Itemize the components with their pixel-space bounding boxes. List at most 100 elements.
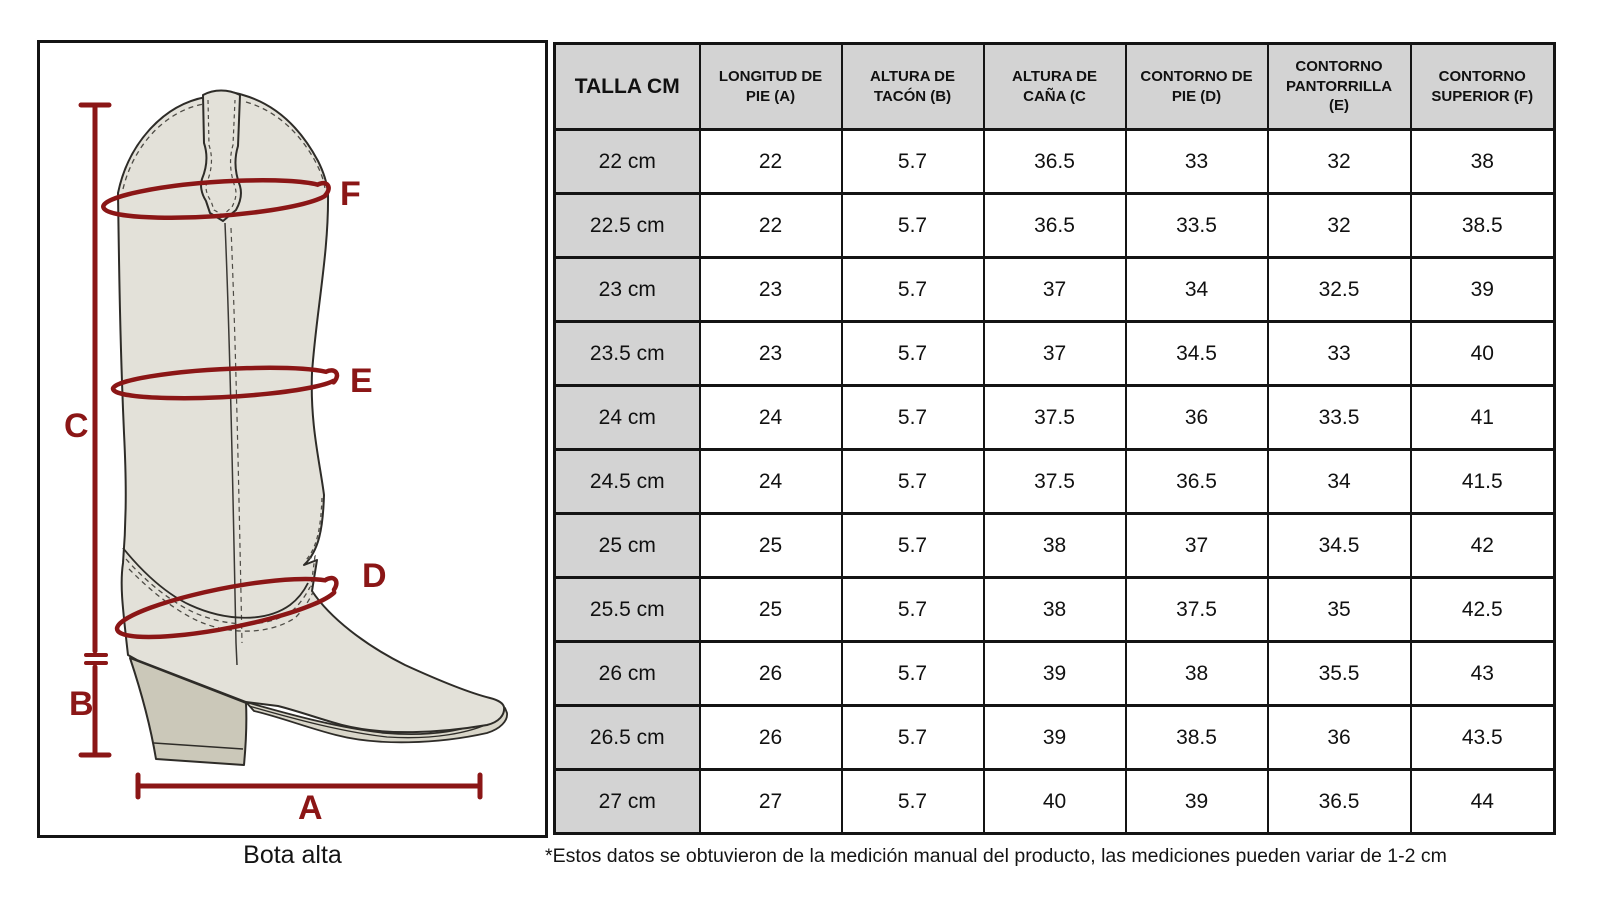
measure-cell: 32.5 — [1266, 256, 1412, 323]
size-cell: 24 cm — [553, 384, 701, 451]
header-contorno-superior: CONTORNO SUPERIOR (F) — [1409, 42, 1556, 131]
size-cell: 27 cm — [553, 768, 701, 835]
measure-cell: 39 — [982, 704, 1127, 771]
size-cell: 26 cm — [553, 640, 701, 707]
measure-cell: 5.7 — [840, 704, 985, 771]
measure-cell: 41.5 — [1409, 448, 1556, 515]
measure-label-c: C — [64, 407, 89, 445]
measure-cell: 22 — [698, 192, 843, 259]
measure-cell: 32 — [1266, 192, 1412, 259]
measure-cell: 35 — [1266, 576, 1412, 643]
measure-cell: 26 — [698, 704, 843, 771]
measure-cell: 39 — [1124, 768, 1269, 835]
girth-ellipse-e — [110, 365, 340, 401]
measure-label-a: A — [298, 789, 323, 827]
measure-cell: 38 — [1124, 640, 1269, 707]
measure-cell: 38.5 — [1124, 704, 1269, 771]
size-cell: 26.5 cm — [553, 704, 701, 771]
measure-cell: 22 — [698, 128, 843, 195]
measure-cell: 5.7 — [840, 256, 985, 323]
measure-cell: 27 — [698, 768, 843, 835]
table-row: 24 cm 24 5.7 37.5 36 33.5 41 — [553, 384, 1556, 451]
table-row: 24.5 cm 24 5.7 37.5 36.5 34 41.5 — [553, 448, 1556, 515]
measure-cell: 5.7 — [840, 512, 985, 579]
table-row: 25.5 cm 25 5.7 38 37.5 35 42.5 — [553, 576, 1556, 643]
header-contorno-de-pie: CONTORNO DE PIE (D) — [1124, 42, 1269, 131]
table-row: 27 cm 27 5.7 40 39 36.5 44 — [553, 768, 1556, 835]
measure-cell: 37 — [982, 256, 1127, 323]
measure-cell: 5.7 — [840, 448, 985, 515]
measure-cell: 26 — [698, 640, 843, 707]
measure-cell: 5.7 — [840, 768, 985, 835]
measure-cell: 35.5 — [1266, 640, 1412, 707]
table-row: 23.5 cm 23 5.7 37 34.5 33 40 — [553, 320, 1556, 387]
boot-heel — [129, 657, 248, 766]
measure-cell: 5.7 — [840, 128, 985, 195]
boot-measurement-diagram: C B A D E F — [64, 89, 508, 827]
header-altura-de-tacon: ALTURA DE TACÓN (B) — [840, 42, 985, 131]
girth-ellipse-d — [114, 575, 339, 640]
measure-cell: 33.5 — [1266, 384, 1412, 451]
header-contorno-pantorrilla: CONTORNO PANTORRILLA (E) — [1266, 42, 1412, 131]
measure-cell: 33 — [1266, 320, 1412, 387]
table-row: 22.5 cm 22 5.7 36.5 33.5 32 38.5 — [553, 192, 1556, 259]
measure-cell: 23 — [698, 320, 843, 387]
measure-cell: 37 — [1124, 512, 1269, 579]
measure-cell: 36.5 — [982, 192, 1127, 259]
measure-cell: 43.5 — [1409, 704, 1556, 771]
measure-cell: 38 — [982, 512, 1127, 579]
size-cell: 25.5 cm — [553, 576, 701, 643]
measure-cell: 36.5 — [982, 128, 1127, 195]
measure-cell: 44 — [1409, 768, 1556, 835]
measure-cell: 34.5 — [1124, 320, 1269, 387]
measure-cell: 24 — [698, 448, 843, 515]
table-row: 25 cm 25 5.7 38 37 34.5 42 — [553, 512, 1556, 579]
header-row: TALLA CM LONGITUD DE PIE (A) ALTURA DE T… — [553, 42, 1556, 131]
measure-cell: 37.5 — [982, 384, 1127, 451]
header-altura-de-cana: ALTURA DE CAÑA (C — [982, 42, 1127, 131]
measure-label-d: D — [362, 557, 387, 595]
measure-cell: 42 — [1409, 512, 1556, 579]
measure-cell: 34 — [1124, 256, 1269, 323]
measure-cell: 23 — [698, 256, 843, 323]
table-row: 26.5 cm 26 5.7 39 38.5 36 43.5 — [553, 704, 1556, 771]
measure-cell: 36 — [1266, 704, 1412, 771]
measurement-overlay — [78, 102, 483, 800]
size-cell: 25 cm — [553, 512, 701, 579]
measure-cell: 34.5 — [1266, 512, 1412, 579]
measure-cell: 5.7 — [840, 640, 985, 707]
boot-diagram-panel: C B A D E F — [37, 40, 548, 838]
measure-label-b: B — [69, 685, 94, 723]
table-row: 22 cm 22 5.7 36.5 33 32 38 — [553, 128, 1556, 195]
diagram-caption: Bota alta — [243, 841, 342, 869]
boot-sole — [245, 701, 508, 744]
measure-cell: 24 — [698, 384, 843, 451]
table-row: 26 cm 26 5.7 39 38 35.5 43 — [553, 640, 1556, 707]
measure-line-c — [78, 102, 112, 758]
size-table: TALLA CM LONGITUD DE PIE (A) ALTURA DE T… — [553, 42, 1556, 835]
boot-illustration — [117, 89, 508, 766]
size-cell: 22.5 cm — [553, 192, 701, 259]
girth-ellipse-f — [101, 178, 331, 220]
size-cell: 22 cm — [553, 128, 701, 195]
measure-cell: 40 — [1409, 320, 1556, 387]
measure-cell: 37.5 — [982, 448, 1127, 515]
table-row: 23 cm 23 5.7 37 34 32.5 39 — [553, 256, 1556, 323]
measure-cell: 39 — [1409, 256, 1556, 323]
header-longitud-de-pie: LONGITUD DE PIE (A) — [698, 42, 843, 131]
measure-cell: 39 — [982, 640, 1127, 707]
measure-line-a — [135, 772, 483, 800]
measure-cell: 5.7 — [840, 320, 985, 387]
measure-cell: 36 — [1124, 384, 1269, 451]
measure-cell: 40 — [982, 768, 1127, 835]
boot-center-seam — [224, 222, 243, 666]
measure-cell: 25 — [698, 576, 843, 643]
boot-body — [117, 91, 506, 734]
measure-label-e: E — [350, 362, 373, 400]
measure-cell: 42.5 — [1409, 576, 1556, 643]
size-cell: 23.5 cm — [553, 320, 701, 387]
footnote: *Estos datos se obtuvieron de la medició… — [545, 845, 1447, 867]
measure-cell: 43 — [1409, 640, 1556, 707]
boot-collar-stitching — [122, 101, 326, 190]
measure-cell: 36.5 — [1266, 768, 1412, 835]
